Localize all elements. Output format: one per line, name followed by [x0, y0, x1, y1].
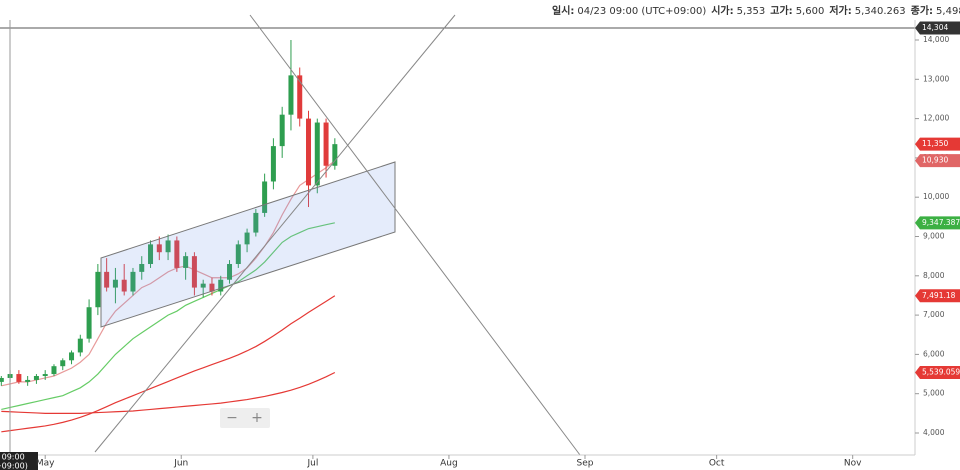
candle-body: [174, 240, 180, 268]
candle-body: [148, 244, 154, 265]
zoom-bar: [220, 408, 270, 428]
price-badge-label: 11,350: [922, 139, 948, 148]
y-tick-label: 13,000: [923, 74, 949, 83]
candle-body: [33, 376, 39, 380]
header-value: 04/23 09:00 (UTC+09:00): [577, 6, 706, 17]
y-tick-label: 12,000: [923, 114, 949, 123]
header-label: 일시:: [552, 4, 574, 17]
candle-body: [156, 244, 162, 253]
header: 일시: 04/23 09:00 (UTC+09:00) 시가: 5,353 고가: 5,6…: [552, 4, 960, 17]
candle-body: [262, 181, 268, 213]
candle-body: [86, 307, 92, 339]
cursor-label: (UTC+09:00): [0, 462, 28, 470]
header-value: 5,498: [936, 6, 960, 17]
candle-body: [104, 271, 110, 288]
candle-body: [244, 232, 250, 245]
candle-body: [323, 122, 329, 166]
x-tick-label: Nov: [844, 459, 862, 469]
trend-line: [94, 14, 456, 453]
y-tick-label: 14,000: [923, 35, 949, 44]
candle-body: [235, 244, 241, 265]
candle-body: [332, 144, 338, 166]
cursor-label-box: [0, 452, 38, 470]
trend-line: [249, 14, 581, 456]
x-tick-label: Sep: [577, 459, 594, 469]
candle-body: [130, 271, 136, 292]
cursor-label: 04/23 09:00: [0, 453, 25, 462]
candle-body: [183, 256, 189, 268]
candle-body: [191, 256, 197, 288]
moving-average: [1, 160, 336, 387]
candle-body: [51, 366, 57, 375]
x-tick-label: Jun: [173, 459, 188, 469]
x-tick-label: May: [36, 459, 55, 469]
ma-badge-label: 7,491.18: [922, 291, 956, 300]
ma-badge-label: 10,930: [922, 156, 948, 165]
ma-badge: [915, 289, 960, 303]
y-tick-label: 7,000: [923, 310, 945, 319]
ma-badge: [915, 154, 960, 168]
moving-average: [1, 295, 336, 433]
candle-body: [69, 352, 75, 361]
header-value: 5,600: [796, 6, 825, 17]
x-tick-label: Jul: [306, 459, 318, 469]
candle-body: [279, 114, 285, 147]
header-label: 고가:: [770, 4, 792, 17]
ma-badge-label: 9,347.387: [922, 218, 960, 227]
header-value: 5,340.263: [855, 6, 906, 17]
x-tick-label: Oct: [709, 459, 725, 469]
y-tick-label: 9,000: [923, 231, 945, 240]
y-tick-label: 10,000: [923, 192, 949, 201]
hline-badge: [915, 21, 960, 35]
moving-average: [1, 371, 336, 414]
candle-body: [112, 279, 118, 288]
candle-body: [306, 118, 312, 186]
y-tick-label: 4,000: [923, 428, 945, 437]
candle-body: [288, 75, 294, 115]
header-label: 시가:: [711, 4, 733, 17]
zoom-out[interactable]: −: [226, 410, 238, 426]
candle-body: [270, 146, 276, 182]
candle-body: [25, 379, 31, 382]
candle-body: [165, 240, 171, 253]
candle-body: [95, 271, 101, 308]
candle-body: [0, 377, 4, 382]
candle-body: [121, 279, 127, 292]
header-label: 저가:: [829, 4, 851, 17]
x-tick-label: Aug: [440, 459, 458, 469]
candle-body: [200, 283, 206, 288]
candle-body: [60, 360, 66, 367]
candle-body: [42, 374, 48, 377]
candle-body: [209, 283, 215, 292]
ma-badge: [915, 366, 960, 380]
hline-badge-label: 14,304: [922, 23, 948, 32]
header-value: 5,353: [737, 6, 766, 17]
candle-body: [314, 122, 320, 186]
zoom-controls: − +: [220, 408, 270, 428]
candle-body: [253, 212, 259, 233]
channel: [100, 161, 396, 328]
moving-average: [1, 222, 335, 410]
ma-badge: [915, 216, 960, 230]
ma-badge-label: 5,539.059: [922, 368, 960, 377]
candle-body: [218, 279, 224, 292]
plot-area: [0, 27, 960, 433]
zoom-in[interactable]: +: [251, 410, 263, 426]
y-tick-label: 6,000: [923, 349, 945, 358]
candle-body: [77, 338, 83, 353]
header-label: 종가:: [911, 4, 933, 17]
candle-body: [16, 374, 22, 382]
candle-body: [139, 264, 145, 272]
price-badge: [915, 137, 960, 151]
candle-body: [227, 264, 233, 280]
y-tick-label: 5,000: [923, 389, 945, 398]
candle-body: [297, 75, 303, 119]
y-tick-label: 8,000: [923, 271, 945, 280]
